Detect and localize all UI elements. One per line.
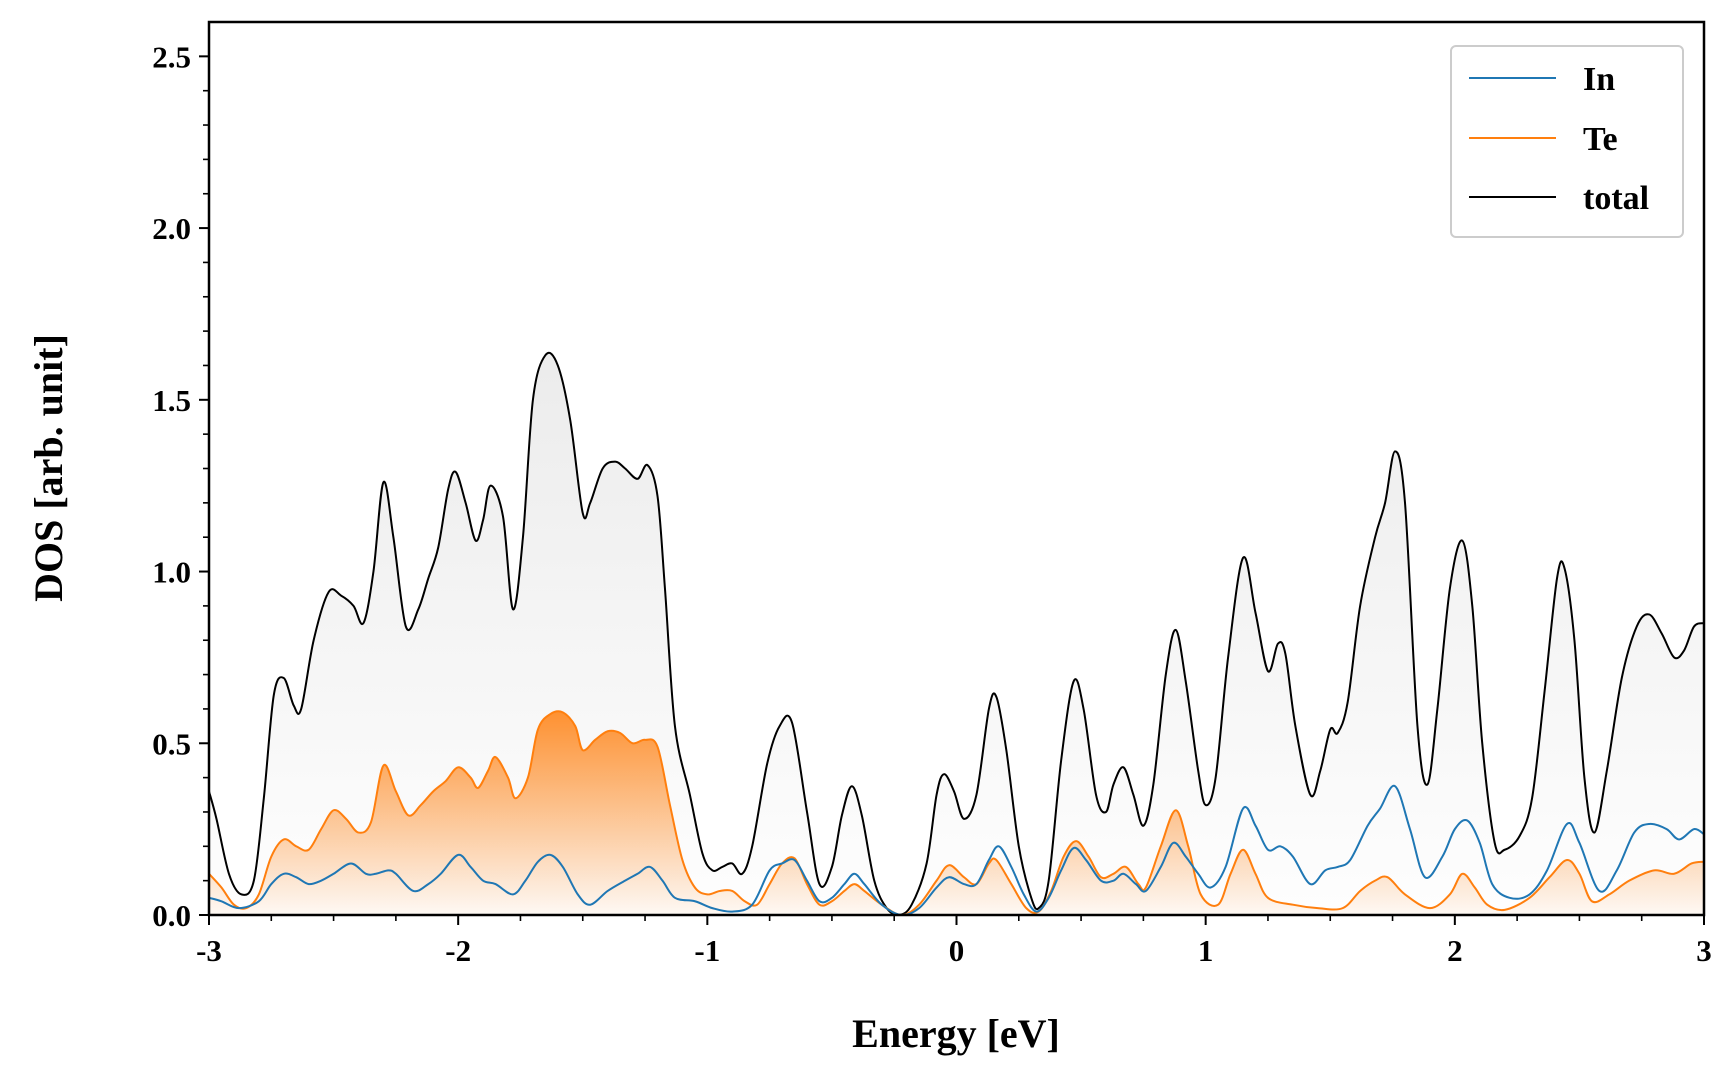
te-fill-area bbox=[209, 711, 1704, 915]
y-axis-label: DOS [arb. unit] bbox=[26, 334, 71, 602]
legend: In Te total bbox=[1450, 45, 1684, 238]
x-tick-label: 0 bbox=[949, 933, 965, 968]
axis-ticks: -3 -2 -1 0 1 2 3 0.0 0.5 1.0 1.5 2.0 2.5 bbox=[152, 39, 1712, 968]
y-tick-label: 2.5 bbox=[152, 39, 191, 74]
series-line-in bbox=[209, 784, 1704, 915]
series-line-total bbox=[209, 351, 1704, 915]
y-tick-label: 1.5 bbox=[152, 383, 191, 418]
x-tick-label: -2 bbox=[445, 933, 471, 968]
x-tick-label: 1 bbox=[1198, 933, 1214, 968]
y-tick-label: 0.0 bbox=[152, 898, 191, 933]
legend-label-te: Te bbox=[1583, 121, 1618, 158]
x-tick-label: 3 bbox=[1696, 933, 1712, 968]
x-tick-label: -3 bbox=[196, 933, 222, 968]
legend-label-in: In bbox=[1583, 61, 1615, 98]
x-axis-label: Energy [eV] bbox=[852, 1011, 1060, 1056]
y-tick-label: 2.0 bbox=[152, 211, 191, 246]
series-line-te bbox=[209, 710, 1704, 915]
legend-label-total: total bbox=[1583, 180, 1649, 217]
y-tick-label: 1.0 bbox=[152, 555, 191, 590]
legend-box bbox=[1450, 45, 1684, 238]
y-tick-label: 0.5 bbox=[152, 726, 191, 761]
x-tick-label: 2 bbox=[1447, 933, 1463, 968]
x-tick-label: -1 bbox=[694, 933, 720, 968]
